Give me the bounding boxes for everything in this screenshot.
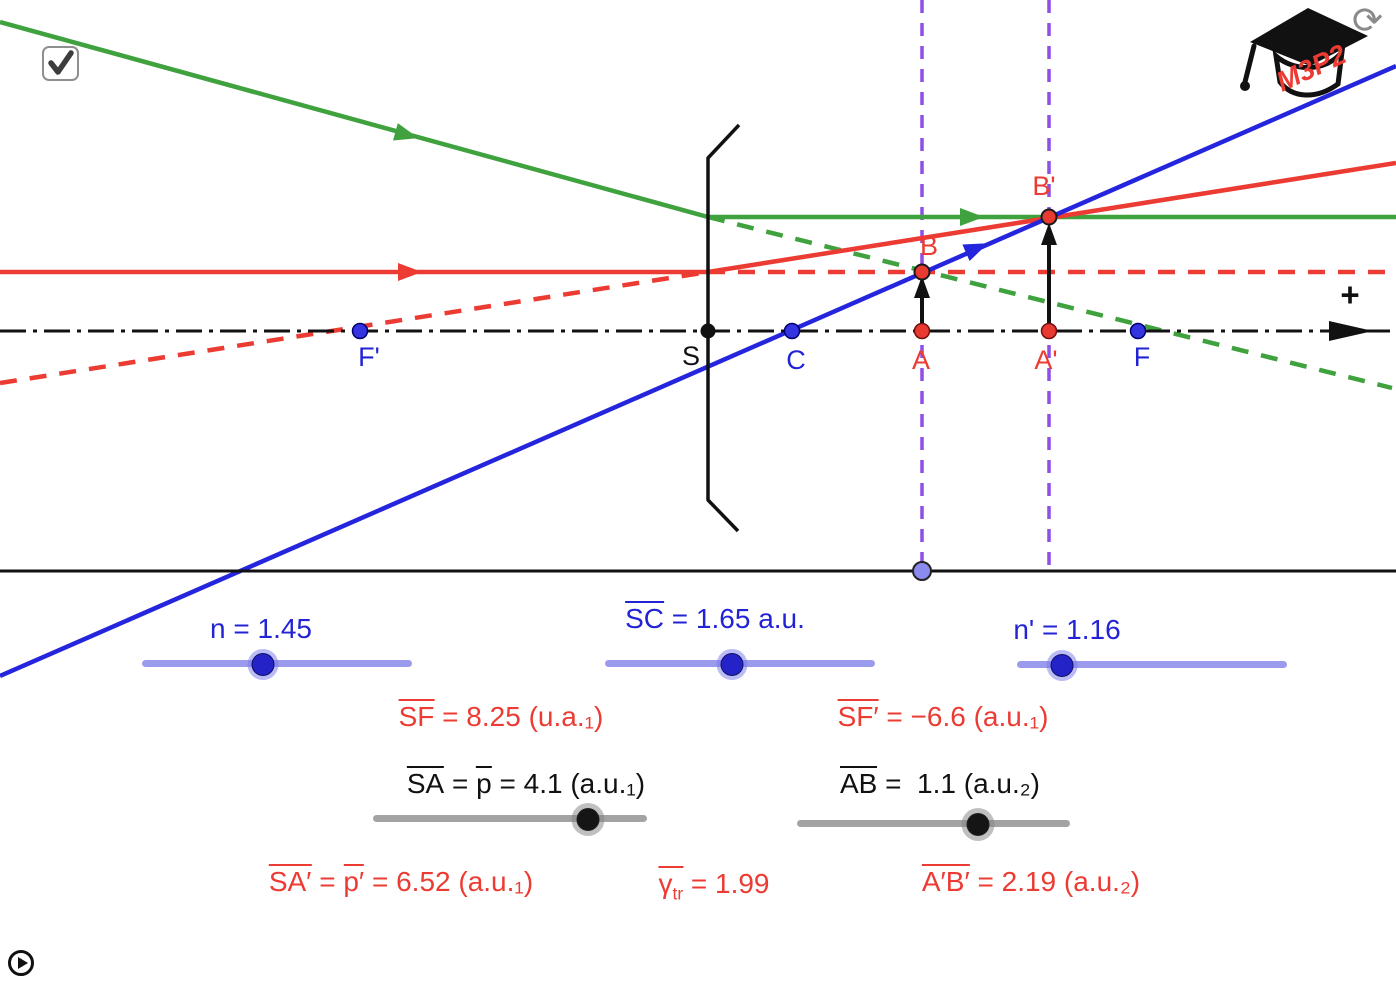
m3p2-logo: M3P2 [1236,0,1386,108]
green-refracted-arrowhead-icon [960,208,984,226]
blue-ray-arrowhead-icon [962,243,988,262]
label-F-prime: F' [358,342,380,372]
red-ray-arrowhead-icon [398,263,422,281]
blue-ray-through-C [0,63,1396,679]
slider-n [142,652,412,676]
label-F: F [1133,342,1151,372]
slider-ab-track[interactable] [797,820,1070,827]
tassel-end-icon [1240,81,1250,91]
green-ray-arrowhead-icon [393,123,419,141]
point-F[interactable] [1129,322,1147,340]
play-animation-button[interactable] [6,948,36,978]
point-S [700,323,716,339]
bottom-control-point[interactable] [912,561,932,581]
readout-SF-prime: SF′ = −6.6 (a.u.₁) [837,699,1049,732]
point-F-prime[interactable] [351,322,369,340]
point-A-prime[interactable] [1040,322,1058,340]
label-A-prime: A' [1034,345,1058,375]
show-checkbox[interactable] [42,46,79,81]
slider-ab-knob[interactable] [966,813,990,836]
axis-arrowhead-icon [1329,321,1373,341]
slider-n-prime [1017,653,1287,677]
readout-SA-prime: SA′ = p′ = 6.52 (a.u.₁) [268,864,534,897]
point-A[interactable] [913,322,931,340]
graduation-cap-band-icon [1272,43,1346,98]
slider-n-track[interactable] [142,660,412,667]
point-B[interactable] [913,263,931,281]
slider-sa-track[interactable] [373,815,647,822]
slider-n-prime-label: n' = 1.16 [1013,614,1121,645]
slider-ab [797,812,1070,836]
slider-sa [373,807,647,831]
play-icon [18,957,28,969]
readout-gamma-tr: γtr = 1.99 [658,866,770,904]
slider-ab-label: AB = 1.1 (a.u.₂) [840,766,1040,799]
slider-sc-label: SC = 1.65 a.u. [625,601,805,634]
image-arrowhead-icon [1041,223,1057,245]
object-arrowhead-icon [914,276,930,298]
point-B-prime[interactable] [1040,208,1058,226]
positive-direction-label: + [1340,276,1360,313]
point-C[interactable] [783,322,801,340]
slider-n-knob[interactable] [251,653,275,676]
graduation-cap-board-icon [1250,8,1368,66]
slider-n-label: n = 1.45 [210,613,312,644]
label-B: B [919,231,939,261]
green-ray [0,19,1396,220]
readout-A-prime-B-prime: A′B′ = 2.19 (a.u.₂) [921,864,1141,897]
label-B-prime: B' [1032,171,1056,201]
play-button-circle-icon [8,950,34,976]
slider-n-prime-knob[interactable] [1050,654,1074,677]
slider-sc [605,652,875,676]
tassel-icon [1242,43,1257,85]
label-A: A [911,345,931,375]
slider-sa-knob[interactable] [576,808,600,831]
reset-icon[interactable]: ⟳ [1352,0,1384,41]
checkmark-icon [48,50,74,75]
slider-sc-knob[interactable] [720,653,744,676]
label-C: C [786,345,806,375]
slider-sa-label: SA = p = 4.1 (a.u.₁) [406,766,646,799]
readout-SF: SF = 8.25 (u.a.₁) [398,699,604,732]
label-S: S [681,341,701,371]
slider-n-prime-track[interactable] [1017,661,1287,668]
